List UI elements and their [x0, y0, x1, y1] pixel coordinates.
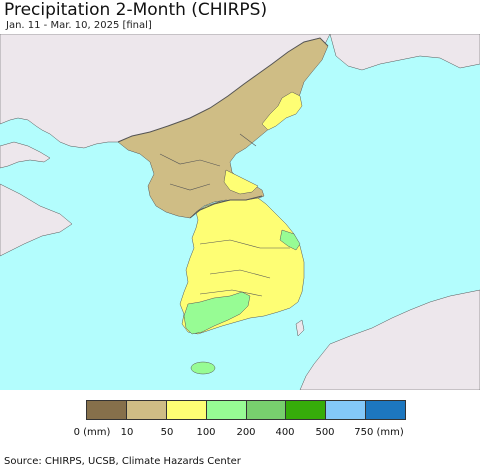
legend-swatch: [366, 401, 405, 419]
nk-border: [117, 37, 329, 143]
russia-land: [329, 34, 480, 71]
legend-label-10: 10: [120, 427, 134, 438]
legend-label-50: 50: [160, 427, 174, 438]
precipitation-legend: [86, 400, 406, 420]
map-title: Precipitation 2-Month (CHIRPS): [4, 0, 268, 20]
japan-land: [299, 289, 480, 390]
shandong-land: [0, 183, 73, 257]
tsushima: [295, 319, 305, 337]
province-lines: [159, 133, 290, 297]
north-korea-northeast-patch: [261, 91, 303, 131]
liaodong-coast: [0, 141, 51, 169]
legend-label-200: 200: [236, 427, 256, 438]
legend-swatch: [126, 401, 167, 419]
south-korea-green-coast: [183, 291, 251, 335]
legend-swatch: [326, 401, 367, 419]
dmz-border: [189, 195, 263, 219]
south-korea-green-east: [279, 229, 301, 251]
legend-label-400: 400: [275, 427, 295, 438]
precipitation-map: [0, 34, 480, 390]
legend-label-500: 500: [315, 427, 335, 438]
legend-swatch: [87, 401, 127, 419]
legend-swatch: [166, 401, 207, 419]
legend-label-750: 750 (mm): [354, 427, 404, 438]
north-korea-east-patch: [223, 169, 259, 195]
legend-swatch: [206, 401, 247, 419]
legend-swatch: [286, 401, 327, 419]
legend-labels: 0 (mm) 10 50 100 200 400 500 750 (mm): [0, 427, 480, 441]
legend-label-100: 100: [196, 427, 216, 438]
legend-swatch: [246, 401, 287, 419]
legend-label-0: 0 (mm): [73, 427, 111, 438]
jeju-island: [190, 361, 216, 375]
source-credit: Source: CHIRPS, UCSB, Climate Hazards Ce…: [4, 456, 241, 467]
map-subtitle: Jan. 11 - Mar. 10, 2025 [final]: [6, 20, 152, 31]
